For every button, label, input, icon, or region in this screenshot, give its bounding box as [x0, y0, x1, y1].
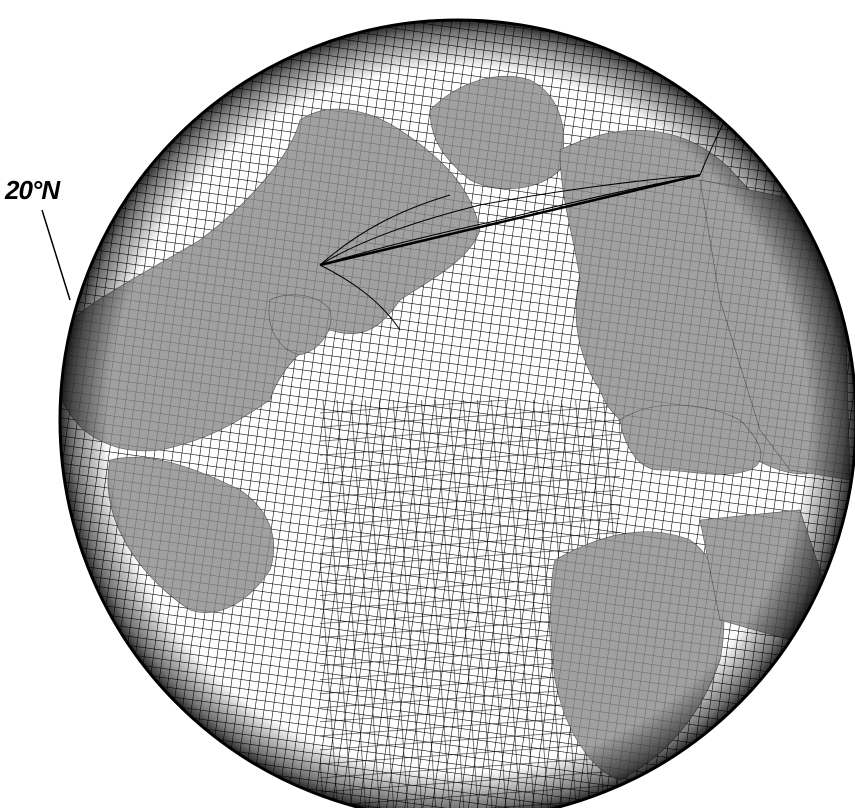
latitude-label: 20°N [5, 175, 60, 205]
globe-outline [58, 18, 855, 808]
latitude-leader-line [41, 209, 71, 301]
